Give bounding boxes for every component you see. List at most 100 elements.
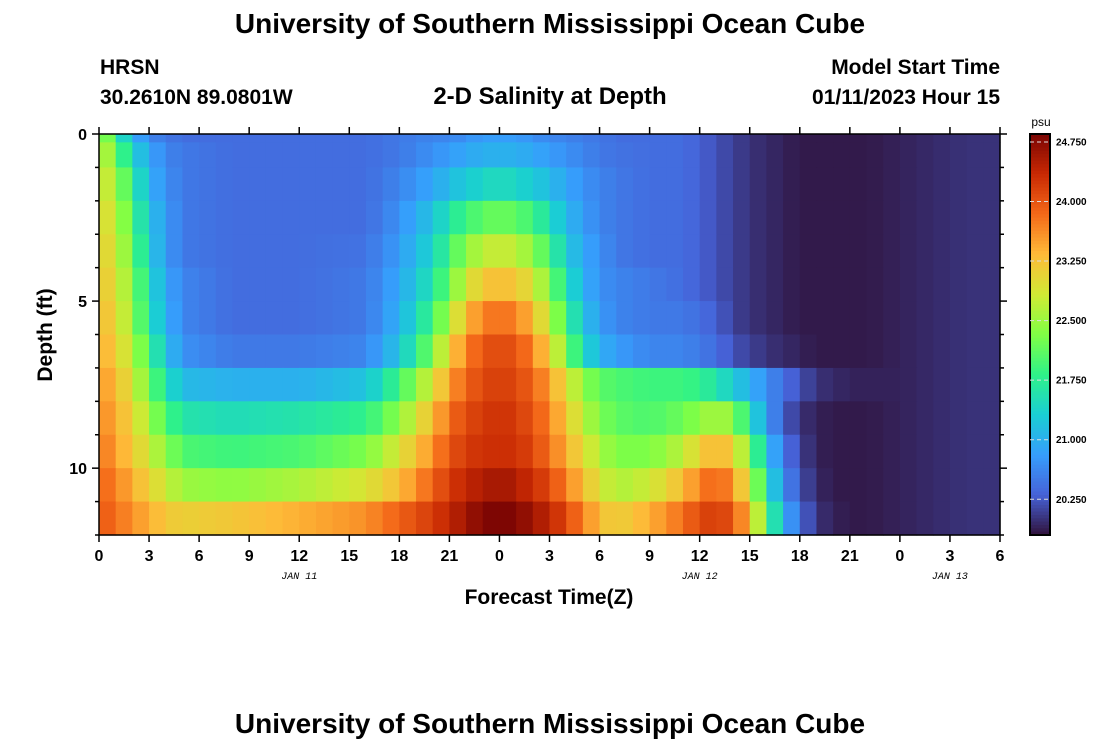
- heatmap-cell: [549, 301, 567, 336]
- heatmap-cell: [215, 367, 234, 402]
- heatmap-cell: [115, 267, 133, 302]
- heatmap-cell: [165, 468, 184, 503]
- colorbar-swatch: [1030, 200, 1050, 205]
- colorbar-swatch: [1030, 458, 1050, 463]
- colorbar-swatch: [1030, 414, 1050, 419]
- heatmap-cell: [466, 167, 484, 202]
- heatmap-cell: [299, 468, 317, 503]
- heatmap-cell: [132, 334, 150, 369]
- heatmap-cell: [749, 167, 768, 202]
- heatmap-cell: [616, 234, 634, 269]
- heatmap-cell: [849, 234, 868, 269]
- heatmap-cell: [616, 301, 634, 336]
- colorbar-swatch: [1030, 391, 1050, 396]
- heatmap-cell: [766, 134, 784, 143]
- heatmap-cell: [632, 234, 651, 269]
- heatmap-cell: [416, 334, 434, 369]
- heatmap-cell: [399, 367, 417, 402]
- colorbar-tick-label: 23.250: [1056, 257, 1087, 268]
- heatmap-cell: [582, 401, 601, 436]
- heatmap-cell: [733, 367, 751, 402]
- heatmap-cell: [299, 334, 317, 369]
- heatmap-cell: [265, 468, 284, 503]
- heatmap-cell: [632, 468, 651, 503]
- heatmap-cell: [382, 234, 400, 269]
- x-tick-label: 3: [945, 548, 954, 565]
- x-tick-label: 3: [145, 548, 154, 565]
- heatmap-cell: [549, 367, 567, 402]
- colorbar-swatch: [1030, 411, 1050, 416]
- heatmap-cell: [682, 142, 701, 169]
- colorbar-swatch: [1030, 271, 1050, 275]
- colorbar-swatch: [1030, 531, 1050, 536]
- heatmap-cell: [799, 401, 818, 436]
- heatmap-cell: [499, 167, 517, 202]
- heatmap-cell: [232, 267, 250, 302]
- heatmap-cell: [365, 167, 384, 202]
- heatmap-cell: [232, 234, 250, 269]
- heatmap-cell: [149, 501, 167, 536]
- heatmap-cell: [666, 434, 684, 469]
- heatmap-cell: [466, 334, 484, 369]
- heatmap-cell: [582, 301, 601, 336]
- heatmap-cell: [733, 434, 751, 469]
- heatmap-cell: [666, 301, 684, 336]
- heatmap-cell: [532, 234, 551, 269]
- heatmap-cell: [449, 142, 467, 169]
- heatmap-cell: [749, 234, 768, 269]
- heatmap-cell: [733, 200, 751, 235]
- heatmap-cell: [816, 501, 834, 536]
- heatmap-cell: [632, 301, 651, 336]
- heatmap-cell: [933, 134, 951, 143]
- heatmap-cell: [516, 167, 534, 202]
- colorbar-swatch: [1030, 514, 1050, 519]
- colorbar-swatch: [1030, 134, 1050, 138]
- heatmap-cell: [899, 167, 918, 202]
- heatmap-cell: [132, 200, 150, 235]
- heatmap-cell: [916, 267, 934, 302]
- heatmap-cell: [115, 142, 133, 169]
- heatmap-cell: [783, 200, 801, 235]
- heatmap-cell: [99, 434, 117, 469]
- heatmap-cell: [866, 167, 884, 202]
- colorbar-swatch: [1030, 444, 1050, 449]
- model-start-label: Model Start Time: [831, 56, 1000, 79]
- heatmap-cell: [966, 267, 984, 302]
- heatmap-cell: [783, 434, 801, 469]
- colorbar-swatch: [1030, 314, 1050, 319]
- heatmap-cell: [883, 167, 901, 202]
- heatmap-cell: [749, 200, 768, 235]
- heatmap-cell: [516, 142, 534, 169]
- heatmap-cell: [115, 200, 133, 235]
- heatmap-cell: [532, 200, 551, 235]
- heatmap-cell: [749, 434, 768, 469]
- heatmap-cell: [482, 200, 501, 235]
- heatmap-cell: [749, 301, 768, 336]
- heatmap-cell: [799, 234, 818, 269]
- colorbar-swatch: [1030, 144, 1050, 148]
- heatmap-cell: [332, 142, 350, 169]
- heatmap-cell: [466, 401, 484, 436]
- heatmap-cell: [766, 468, 784, 503]
- heatmap-cell: [833, 468, 851, 503]
- heatmap-cell: [566, 401, 584, 436]
- heatmap-cell: [899, 301, 918, 336]
- heatmap-cell: [332, 468, 350, 503]
- heatmap-cell: [933, 234, 951, 269]
- colorbar-swatch: [1030, 177, 1050, 182]
- colorbar-swatch: [1030, 244, 1050, 249]
- heatmap-cell: [949, 301, 968, 336]
- heatmap-cell: [716, 200, 734, 235]
- heatmap-cell: [616, 468, 634, 503]
- colorbar-swatch: [1030, 230, 1050, 235]
- heatmap-cell: [766, 434, 784, 469]
- heatmap-cell: [115, 501, 133, 536]
- heatmap-cell: [299, 267, 317, 302]
- colorbar-swatch: [1030, 180, 1050, 185]
- heatmap-cell: [332, 501, 350, 536]
- heatmap-cell: [282, 167, 300, 202]
- colorbar-tick-label: 21.000: [1056, 435, 1087, 446]
- heatmap-cell: [499, 468, 517, 503]
- heatmap-cell: [115, 334, 133, 369]
- heatmap-cell: [315, 267, 334, 302]
